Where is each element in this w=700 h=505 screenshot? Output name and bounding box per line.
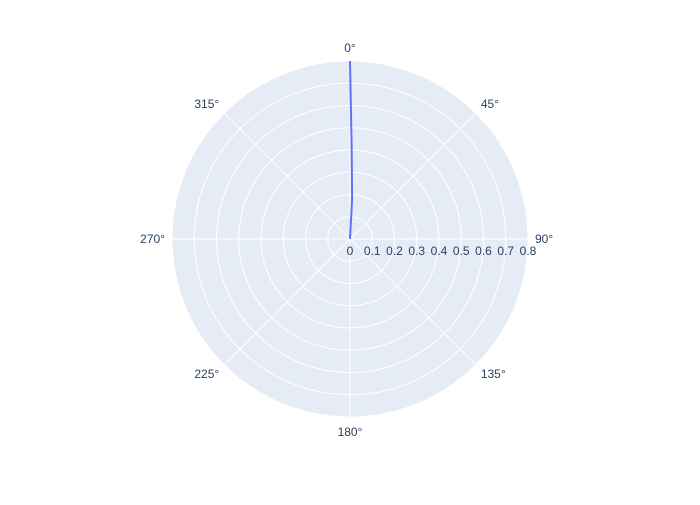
- angular-tick-label: 225°: [194, 367, 219, 381]
- radial-tick-label: 0.4: [431, 244, 448, 258]
- angular-tick-label: 180°: [338, 425, 363, 439]
- angular-axis-ticks: 0° 45° 90° 135° 180° 225° 270° 315°: [140, 41, 553, 439]
- series-line: [349, 60, 354, 240]
- series-layer: [349, 60, 354, 240]
- radial-tick-label: 0.5: [453, 244, 470, 258]
- radial-tick-label: 0.1: [364, 244, 381, 258]
- angular-gridline: [223, 112, 351, 240]
- radial-tick-label: 0.6: [475, 244, 492, 258]
- angular-tick-label: 315°: [194, 97, 219, 111]
- radial-tick-label: 0.3: [408, 244, 425, 258]
- radial-axis-ticks: 0 0.1 0.2 0.3 0.4 0.5 0.6 0.7 0.8: [347, 244, 537, 258]
- angular-tick-label: 0°: [344, 41, 356, 55]
- angular-tick-label: 135°: [481, 367, 506, 381]
- radial-tick-label: 0.2: [386, 244, 403, 258]
- radial-tick-label: 0.7: [497, 244, 514, 258]
- angular-tick-label: 90°: [535, 232, 553, 246]
- radial-tick-label: 0: [347, 244, 354, 258]
- angular-tick-label: 45°: [481, 97, 499, 111]
- polar-grid: [171, 60, 529, 418]
- angular-tick-label: 270°: [140, 232, 165, 246]
- angular-gridline: [223, 238, 351, 366]
- angular-gridline: [349, 112, 477, 240]
- angular-gridline: [349, 238, 477, 366]
- radial-tick-label: 0.8: [520, 244, 537, 258]
